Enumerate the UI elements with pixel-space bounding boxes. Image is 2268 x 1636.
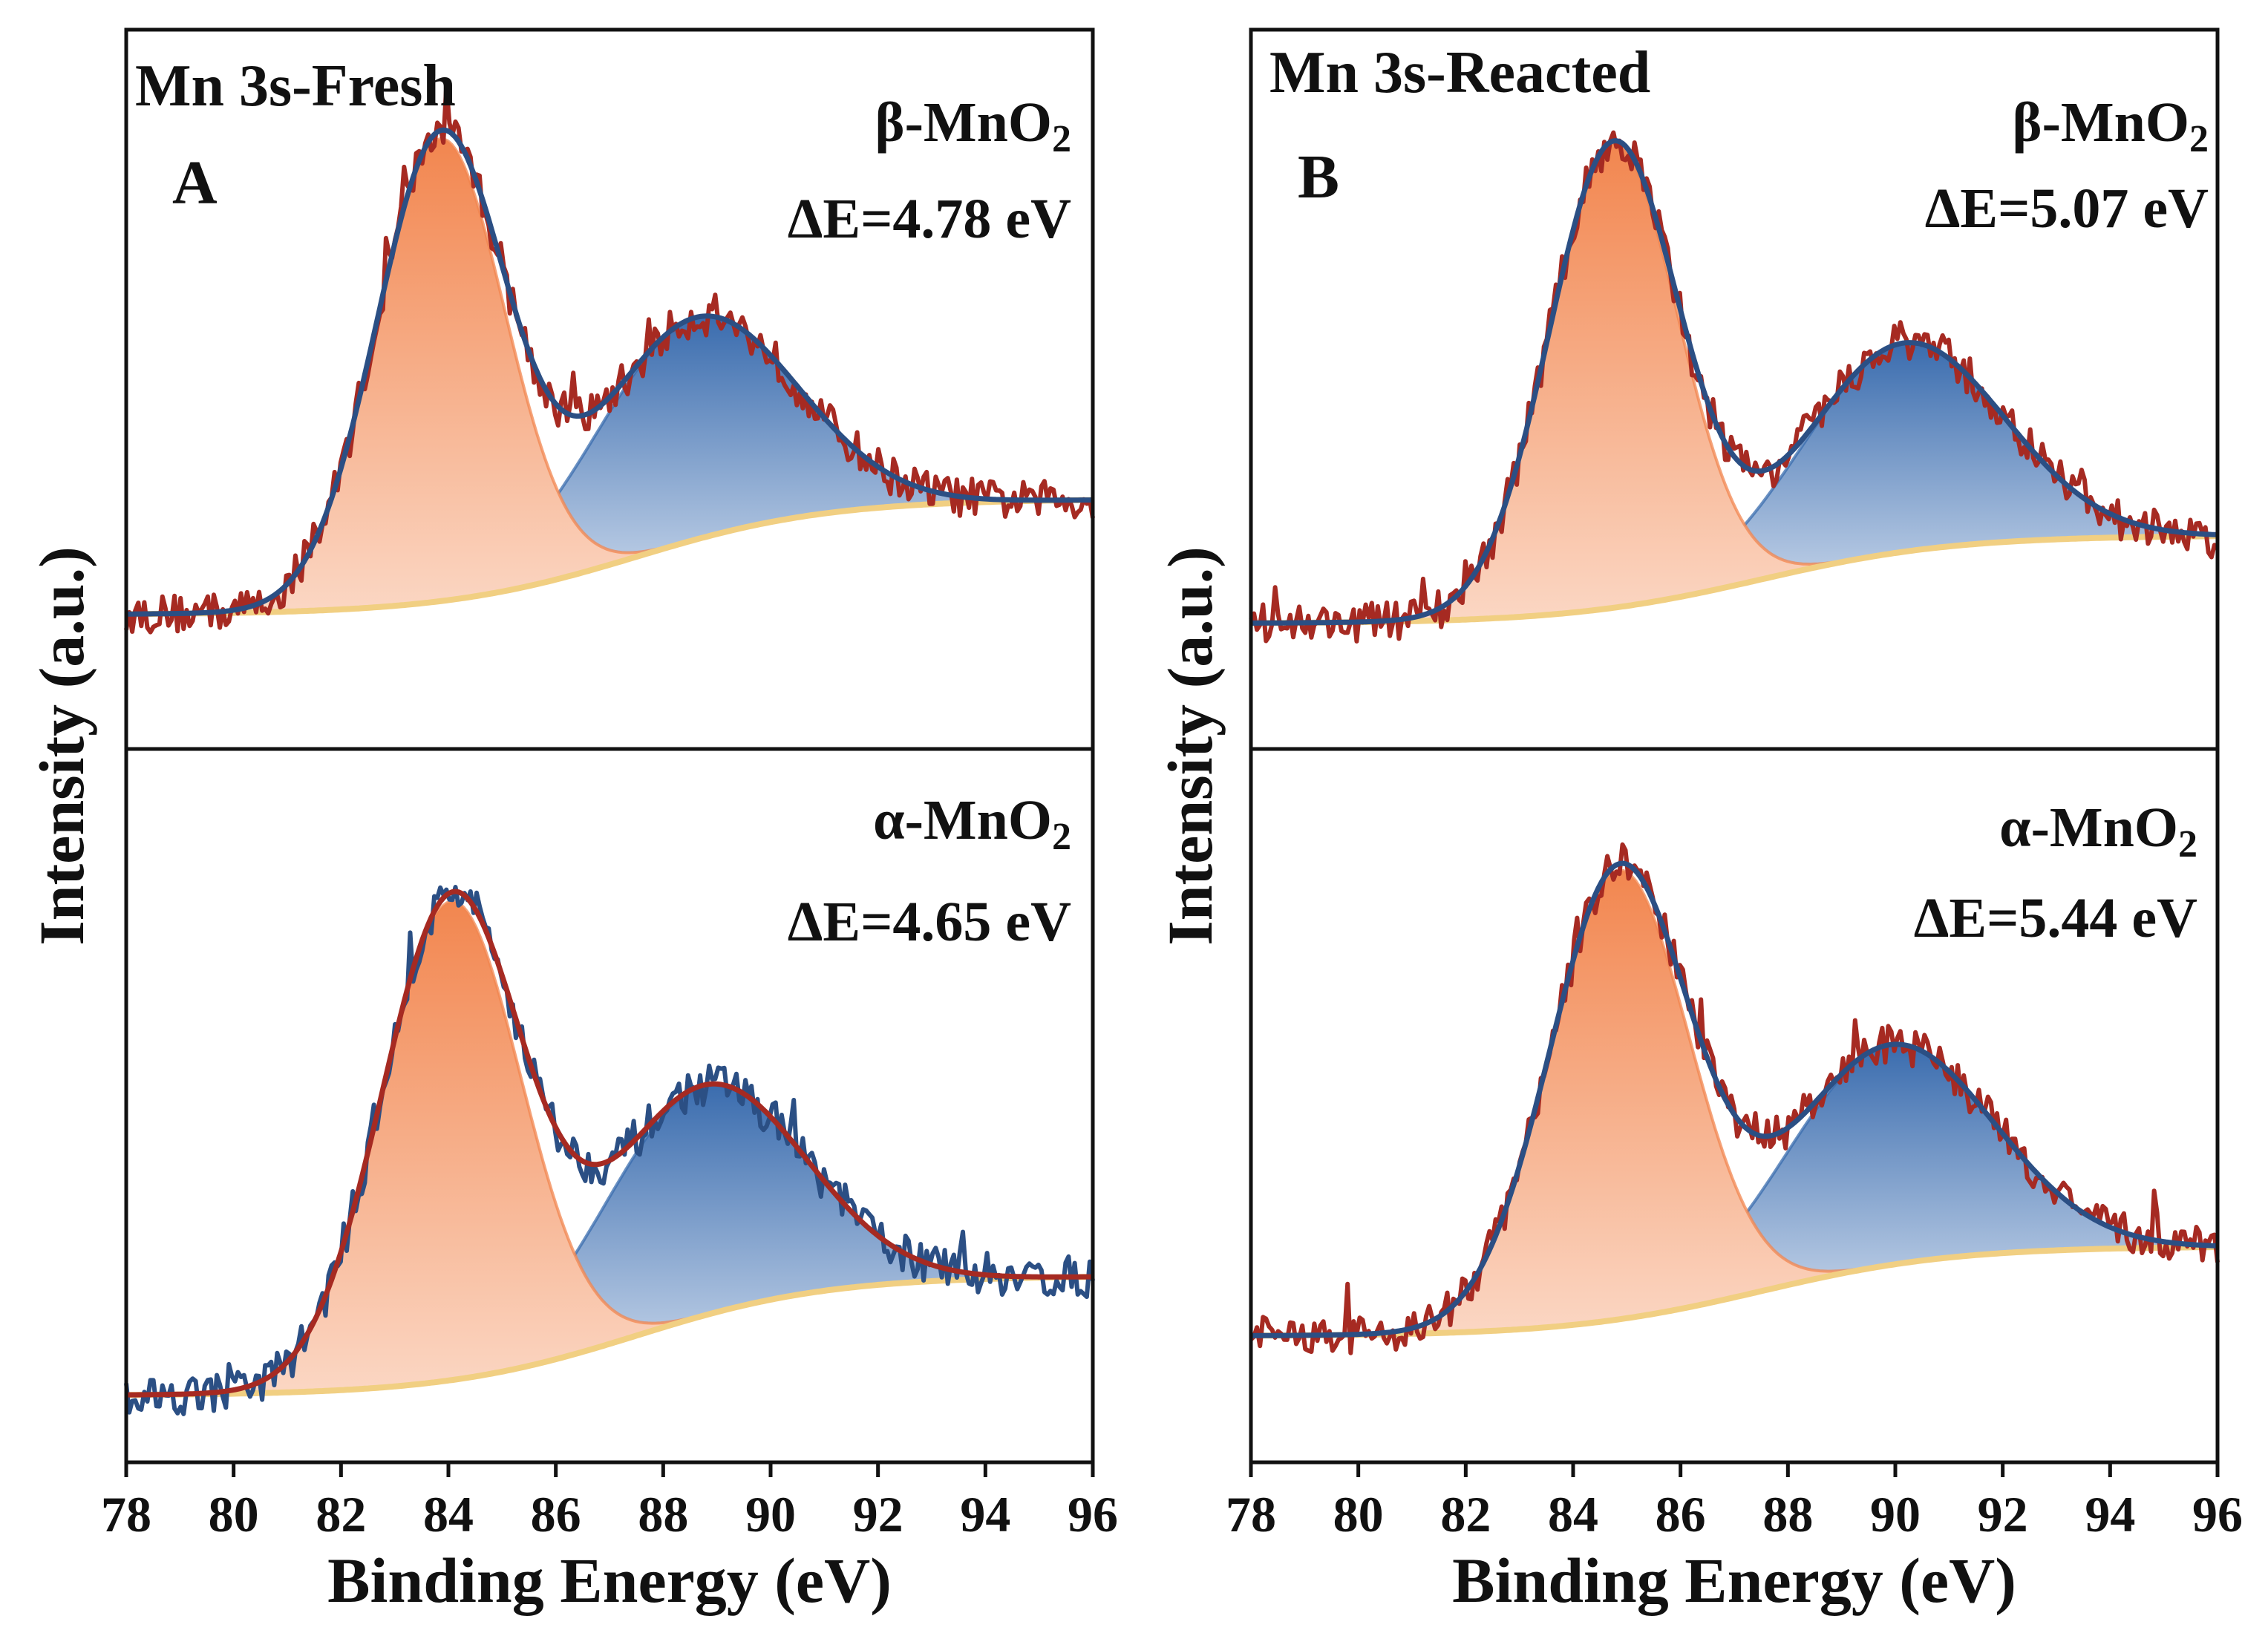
fit-envelope-line [1251,138,2218,626]
plot-area [124,83,1095,635]
x-axis-label-a: Binding Energy (eV) [327,1545,892,1616]
sample-subscript: 2 [2189,118,2209,160]
sample-name: α-MnO [1999,796,2178,859]
delta-e-label-a-top: ΔE=4.78 eV [788,188,1071,250]
panel-a: 78 80 82 84 86 88 90 92 94 96 Mn 3s-Fresh A β-MnO… [26,27,1118,1616]
baseline-curve [1251,533,2218,626]
panel-b-frame [1249,27,2220,1465]
sample-subscript: 2 [1052,816,1071,858]
delta-e-label-b-top: ΔE=5.07 eV [1925,177,2209,240]
x-tick-label: 88 [1762,1486,1813,1542]
x-tick-label: 94 [960,1486,1010,1542]
x-axis-label-b: Binding Energy (eV) [1452,1545,2016,1616]
chart-b-top [1249,130,2219,644]
x-tick-label: 82 [1440,1486,1491,1542]
panel-b-letter: B [1298,143,1339,212]
x-tick-label: 88 [638,1486,688,1542]
sample-name: β-MnO [875,91,1052,154]
x-tick-label: 86 [1656,1486,1706,1542]
fit-envelope-line [126,127,1094,617]
peak-fill-orange [1325,870,1912,1335]
y-axis-label-b: Intensity (a.u.) [1154,546,1226,946]
x-tick-label: 90 [745,1486,796,1542]
x-tick-label: 78 [101,1486,151,1542]
panel-b-title: Mn 3s-Reacted [1269,40,1650,105]
delta-e-label-b-bottom: ΔE=5.44 eV [1914,887,2197,949]
x-tick-label: 92 [1978,1486,2028,1542]
x-tick-label: 94 [2085,1486,2135,1542]
sample-name: β-MnO [2013,91,2189,154]
peak-fill-orange [1342,143,1884,623]
panel-b: 78 80 82 84 86 88 90 92 94 96 Mn 3s-Reacted B β-M… [1154,27,2243,1616]
sample-label-b-bottom: α-MnO2 [1999,796,2197,866]
sample-label-a-bottom: α-MnO2 [873,789,1071,858]
panel-a-title: Mn 3s-Fresh [135,53,456,119]
x-tick-label: 84 [423,1486,474,1542]
sample-label-a-top: β-MnO2 [875,91,1071,160]
x-tick-label: 80 [209,1486,259,1542]
x-tick-label: 90 [1870,1486,1921,1542]
x-tick-label: 96 [2192,1486,2243,1542]
chart-a-top [124,83,1095,635]
peak-fill-blue [278,315,1089,612]
sample-label-b-top: β-MnO2 [2013,91,2209,160]
x-tick-label: 84 [1548,1486,1598,1542]
plot-area [1249,842,2220,1355]
sample-subscript: 2 [2178,823,2197,866]
panel-b-x-ticks: 78 80 82 84 86 88 90 92 94 96 [1226,1462,2243,1542]
sample-name: α-MnO [873,789,1052,851]
x-tick-label: 82 [316,1486,366,1542]
x-tick-label: 96 [1068,1486,1118,1542]
plot-area [1249,130,2219,644]
baseline-curve [126,1274,1093,1398]
plot-area [124,885,1095,1416]
delta-e-label-a-bottom: ΔE=4.65 eV [788,891,1071,953]
peak-fill-blue [1461,1044,2215,1332]
chart-a-bottom [124,885,1095,1416]
panel-a-x-ticks: 78 80 82 84 86 88 90 92 94 96 [101,1462,1118,1542]
peak-fill-orange [169,138,711,614]
x-tick-label: 78 [1226,1486,1276,1542]
x-tick-label: 80 [1333,1486,1384,1542]
x-tick-label: 92 [853,1486,903,1542]
sample-subscript: 2 [1052,118,1071,160]
peak-fill-blue [1486,342,2214,619]
chart-b-bottom [1249,842,2220,1355]
fit-envelope-line [125,889,1094,1398]
fit-envelope-line [1251,860,2218,1338]
panel-a-frame [124,27,1095,1465]
x-tick-label: 86 [531,1486,581,1542]
peak-fill-blue [286,1084,1091,1393]
panel-a-letter: A [172,148,218,217]
y-axis-label-a: Intensity (a.u.) [26,546,97,946]
raw-data-line [124,83,1095,635]
peak-fill-orange [157,901,745,1395]
